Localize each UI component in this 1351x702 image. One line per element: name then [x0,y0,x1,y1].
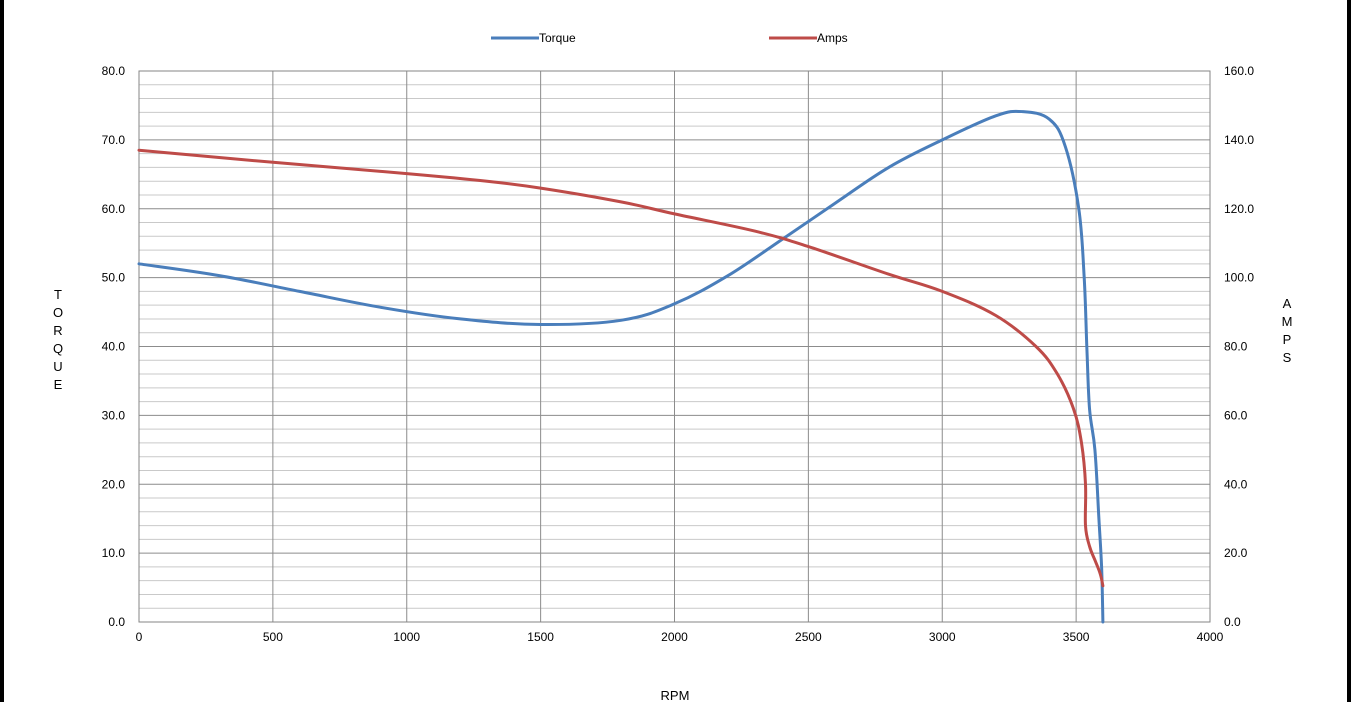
y-left-tick-label: 70.0 [102,133,126,147]
y-right-tick-label: 20.0 [1224,546,1248,560]
x-tick-label: 500 [263,630,283,644]
y-right-title-letter: A [1282,296,1292,311]
frame-left-border [0,0,4,702]
x-tick-label: 4000 [1197,630,1224,644]
legend-label-torque: Torque [539,31,576,45]
y-left-tick-label: 60.0 [102,202,126,216]
y-right-tick-label: 60.0 [1224,408,1248,422]
y-right-tick-label: 100.0 [1224,271,1254,285]
y-left-tick-label: 20.0 [102,477,126,491]
y-right-tick-label: 160.0 [1224,64,1254,78]
x-axis-title: RPM [661,688,690,702]
y-right-tick-label: 0.0 [1224,615,1241,629]
y-right-title-letter: S [1282,350,1292,365]
legend-label-amps: Amps [817,31,848,45]
series-line-amps [137,148,1105,588]
series-line-torque [137,109,1105,624]
y-left-tick-label: 40.0 [102,340,126,354]
y-left-title-letter: E [53,377,63,392]
plot-area-border [138,70,1211,623]
x-tick-label: 2500 [795,630,822,644]
x-tick-label: 3000 [929,630,956,644]
y-left-title-letter: U [53,359,63,374]
y-left-title-letter: T [54,287,62,302]
y-right-tick-label: 40.0 [1224,477,1248,491]
y-left-axis-ticks: 0.0 10.0 20.0 30.0 40.0 50.0 60.0 70.0 80.0 [102,64,126,629]
y-left-tick-label: 80.0 [102,64,126,78]
y-left-title-letter: R [53,323,63,338]
x-tick-label: 1000 [393,630,420,644]
x-tick-label: 3500 [1063,630,1090,644]
y-right-tick-label: 140.0 [1224,133,1254,147]
y-right-title-letter: M [1281,314,1293,329]
legend: Torque Amps [491,31,848,45]
x-axis-ticks: 0 500 1000 1500 2000 2500 3000 3500 4000 [136,630,1224,644]
y-left-tick-label: 0.0 [108,615,125,629]
y-right-title-letter: P [1282,332,1292,347]
y-left-tick-label: 30.0 [102,408,126,422]
y-left-title-letter: O [52,305,64,320]
y-right-tick-label: 120.0 [1224,202,1254,216]
x-tick-label: 2000 [661,630,688,644]
y-right-tick-label: 80.0 [1224,340,1248,354]
frame-right-border [1347,0,1351,702]
x-tick-label: 1500 [527,630,554,644]
y-left-title-letter: Q [52,341,64,356]
y-left-tick-label: 50.0 [102,271,126,285]
y-right-axis-ticks: 0.0 20.0 40.0 60.0 80.0 100.0 120.0 140.0 160.0 [1224,64,1254,629]
series-layer [137,109,1105,624]
x-tick-label: 0 [136,630,143,644]
y-left-tick-label: 10.0 [102,546,126,560]
